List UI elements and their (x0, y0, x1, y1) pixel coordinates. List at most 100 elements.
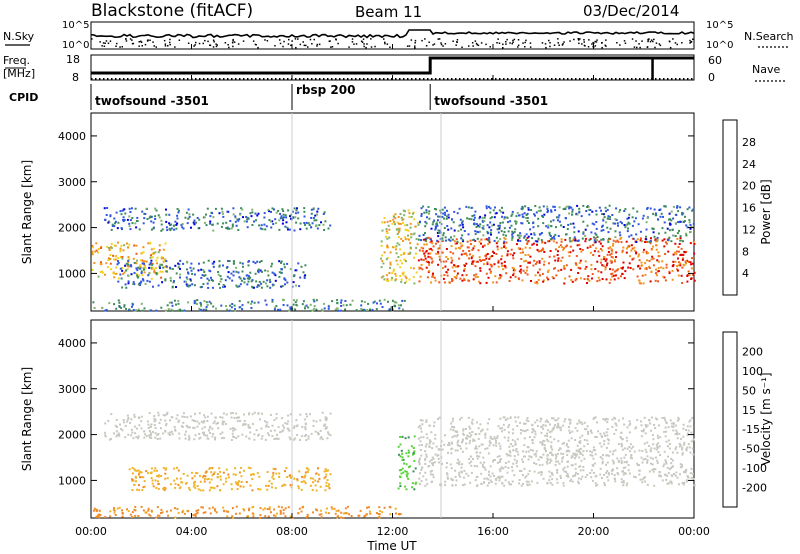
data-pixel (598, 254, 601, 257)
data-pixel (228, 260, 231, 262)
data-pixel (175, 223, 178, 226)
velocity-colorbar-label: Velocity [m s⁻¹] (759, 372, 773, 465)
data-pixel (654, 468, 657, 471)
data-pixel (119, 247, 122, 250)
data-pixel (487, 243, 490, 246)
data-pixel (173, 299, 176, 302)
data-pixel (675, 446, 678, 449)
data-pixel (135, 262, 138, 265)
data-pixel (406, 224, 409, 227)
data-pixel (138, 424, 141, 427)
data-pixel (527, 207, 530, 209)
data-pixel (499, 238, 502, 241)
data-pixel (91, 250, 94, 253)
data-pixel (186, 261, 189, 264)
data-pixel (608, 204, 611, 207)
data-pixel (202, 476, 204, 479)
data-pixel (144, 433, 147, 436)
data-pixel (296, 478, 299, 481)
data-pixel (116, 507, 119, 510)
nsearch-tick-high: 10^5 (706, 20, 733, 31)
data-pixel (488, 236, 491, 239)
nsearch-point (524, 41, 526, 44)
data-pixel (216, 222, 219, 225)
data-pixel (674, 448, 677, 451)
data-pixel (381, 511, 384, 514)
data-pixel (188, 213, 191, 216)
nave-point (299, 78, 301, 80)
data-pixel (307, 468, 310, 471)
data-pixel (398, 222, 400, 225)
data-pixel (607, 479, 610, 482)
data-pixel (558, 246, 561, 248)
data-pixel (450, 227, 453, 230)
data-pixel (160, 219, 163, 222)
data-pixel (452, 417, 454, 420)
nsearch-point (690, 40, 693, 43)
data-pixel (201, 506, 204, 509)
data-pixel (138, 417, 141, 420)
data-pixel (579, 469, 582, 472)
data-pixel (418, 280, 421, 283)
data-pixel (98, 516, 101, 519)
data-pixel (578, 448, 581, 451)
data-pixel (174, 482, 177, 485)
data-pixel (250, 215, 253, 218)
data-pixel (557, 257, 560, 260)
data-pixel (127, 510, 130, 513)
nave-point (471, 78, 473, 80)
data-pixel (168, 301, 171, 304)
data-pixel (165, 467, 168, 470)
data-pixel (302, 271, 305, 274)
data-pixel (568, 238, 571, 241)
data-pixel (407, 436, 410, 439)
data-pixel (603, 258, 606, 260)
data-pixel (428, 439, 431, 442)
data-pixel (303, 418, 306, 421)
data-pixel (460, 466, 463, 469)
data-pixel (155, 486, 158, 489)
data-pixel (312, 217, 315, 219)
data-pixel (144, 282, 147, 285)
data-pixel (250, 307, 253, 309)
data-pixel (648, 259, 651, 262)
data-pixel (565, 450, 568, 453)
data-pixel (501, 215, 504, 218)
data-pixel (628, 222, 631, 225)
data-pixel (465, 262, 468, 265)
data-pixel (121, 509, 123, 512)
data-pixel (536, 282, 539, 285)
data-pixel (663, 450, 666, 453)
nave-point (183, 78, 185, 80)
colorbar-tick-label: 20 (742, 180, 756, 193)
data-pixel (147, 426, 150, 429)
nsearch-point (169, 43, 171, 46)
data-pixel (303, 480, 306, 483)
data-pixel (191, 471, 193, 474)
nave-point (307, 78, 309, 80)
data-pixel (626, 439, 629, 442)
data-pixel (217, 422, 219, 424)
data-pixel (628, 213, 631, 216)
nave-point (175, 78, 177, 80)
data-pixel (531, 237, 534, 240)
data-pixel (650, 429, 652, 432)
data-pixel (527, 473, 530, 476)
data-pixel (336, 309, 339, 312)
data-pixel (381, 254, 384, 257)
data-pixel (691, 416, 694, 419)
data-pixel (325, 416, 328, 419)
data-pixel (651, 468, 654, 471)
data-pixel (527, 235, 530, 238)
data-pixel (667, 239, 670, 241)
data-pixel (533, 453, 536, 456)
nsearch-point (164, 43, 167, 45)
data-pixel (611, 272, 614, 275)
data-pixel (656, 270, 659, 273)
data-pixel (144, 266, 147, 269)
data-pixel (316, 210, 319, 213)
data-pixel (534, 214, 536, 217)
data-pixel (98, 513, 101, 516)
data-pixel (580, 250, 583, 253)
data-pixel (632, 207, 635, 210)
